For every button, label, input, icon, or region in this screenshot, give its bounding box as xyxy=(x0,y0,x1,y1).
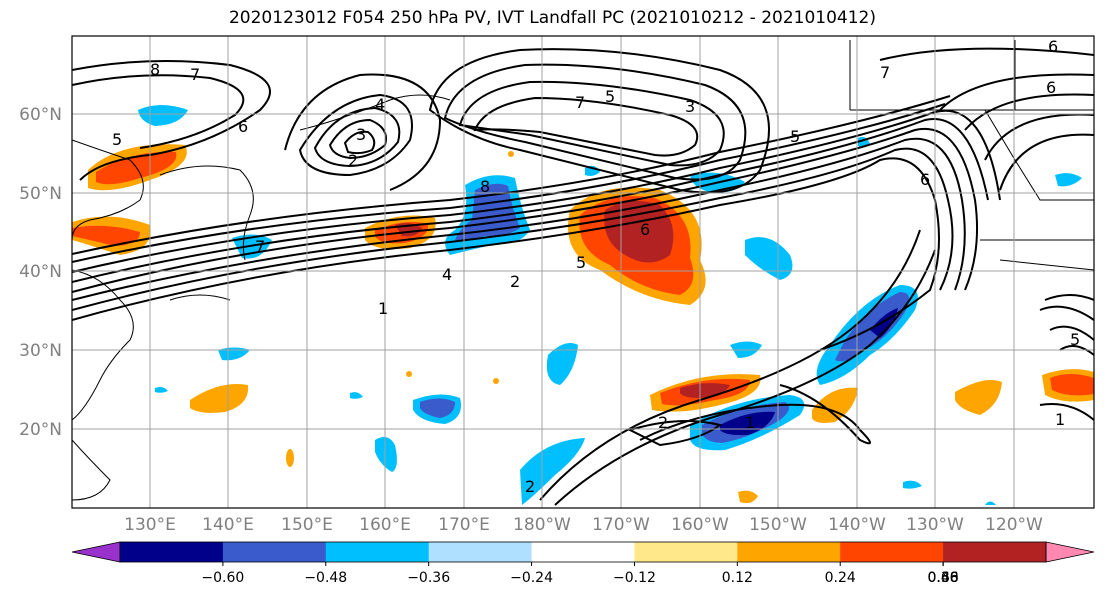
colorbar-segment xyxy=(634,542,738,562)
colorbar-segment xyxy=(428,542,533,562)
lon-label: 150°W xyxy=(749,515,807,535)
colorbar-segment xyxy=(840,542,944,562)
lat-label: 20°N xyxy=(19,420,62,440)
contour-label: 1 xyxy=(378,299,388,318)
colorbar-segment xyxy=(943,542,1047,562)
contour-label: 6 xyxy=(238,117,248,136)
coastlines xyxy=(72,40,1094,501)
contour-label: 1 xyxy=(1055,410,1065,429)
contour-label: 1 xyxy=(745,413,755,432)
contour-label: 4 xyxy=(442,265,452,284)
lon-label: 130°E xyxy=(124,515,176,535)
contour-label: 6 xyxy=(920,170,930,189)
contour-label: 5 xyxy=(790,127,800,146)
lat-label: 60°N xyxy=(19,105,62,125)
longitude-labels: 130°E 140°E 150°E 160°E 170°E 180°W 170°… xyxy=(124,515,1043,535)
contour-label: 5 xyxy=(576,253,586,272)
contour-label: 5 xyxy=(1070,330,1080,349)
colorbar-segment xyxy=(120,542,224,562)
colorbar-tick-label: −0.60 xyxy=(201,570,244,586)
contour-label: 7 xyxy=(880,63,890,82)
lon-label: 150°E xyxy=(281,515,333,535)
contour-label: 7 xyxy=(190,65,200,84)
colorbar-tick-label: 0.24 xyxy=(825,570,856,586)
colorbar-outline xyxy=(119,541,1047,563)
contour-label: 2 xyxy=(510,272,520,291)
lon-label: 170°E xyxy=(438,515,490,535)
lon-label: 130°W xyxy=(906,515,964,535)
pv-contours xyxy=(72,47,1094,506)
contour-label: 2 xyxy=(658,413,668,432)
contour-label: 6 xyxy=(640,220,650,239)
lon-label: 170°W xyxy=(592,515,650,535)
map-frame xyxy=(71,35,1095,509)
lon-label: 140°E xyxy=(202,515,254,535)
lon-label: 120°W xyxy=(985,515,1043,535)
lat-label: 40°N xyxy=(19,262,62,282)
colorbar-tick-label: 0.36 xyxy=(928,570,959,586)
lat-label: 30°N xyxy=(19,341,62,361)
colorbar-segment xyxy=(325,542,430,562)
colorbar-tick-label: −0.12 xyxy=(613,570,656,586)
colorbar-tick-label: 0.12 xyxy=(722,570,753,586)
contour-label: 5 xyxy=(112,130,122,149)
colorbar-tick-label: −0.24 xyxy=(510,570,553,586)
colorbar-tick-label: −0.36 xyxy=(407,570,450,586)
colorbar-extend-high xyxy=(1045,541,1095,563)
contour-label: 2 xyxy=(348,151,358,170)
colorbar-segment xyxy=(531,542,635,562)
lon-label: 140°W xyxy=(828,515,886,535)
lon-label: 180°W xyxy=(513,515,571,535)
colorbar: −0.60 −0.48 −0.36 −0.24 −0.12 0.12 0.24 0.360.4… xyxy=(71,541,1095,586)
colorbar-tick-label: 0.60 xyxy=(928,570,959,586)
contour-label: 6 xyxy=(1046,78,1056,97)
colorbar-extend-low xyxy=(71,541,121,563)
contour-labels: 8 7 6 5 4 3 2 7 5 3 6 7 6 5 8 6 5 4 2 1 … xyxy=(112,37,1080,496)
colorbar-segment xyxy=(222,542,327,562)
contour-label: 8 xyxy=(150,60,160,79)
contour-label: 6 xyxy=(1048,37,1058,56)
contour-label: 5 xyxy=(605,87,615,106)
colorbar-tick-label: −0.48 xyxy=(304,570,347,586)
latitude-labels: 60°N 50°N 40°N 30°N 20°N xyxy=(19,105,62,440)
lon-label: 160°W xyxy=(671,515,729,535)
contour-label: 3 xyxy=(685,97,695,116)
lon-label: 160°E xyxy=(359,515,411,535)
contour-label: 4 xyxy=(375,95,385,114)
contour-label: 7 xyxy=(255,237,265,256)
graticule xyxy=(72,36,1094,508)
lat-label: 50°N xyxy=(19,184,62,204)
contour-label: 7 xyxy=(575,93,585,112)
colorbar-segment xyxy=(737,542,841,562)
contour-label: 2 xyxy=(525,477,535,496)
contour-label: 3 xyxy=(356,125,366,144)
map-title: 2020123012 F054 250 hPa PV, IVT Landfall… xyxy=(228,8,876,28)
colorbar-tick-label: 0.48 xyxy=(928,570,959,586)
contour-label: 8 xyxy=(480,177,490,196)
